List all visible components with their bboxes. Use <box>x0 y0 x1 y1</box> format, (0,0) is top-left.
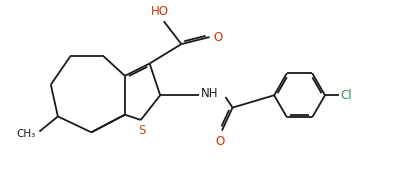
Text: Cl: Cl <box>341 89 353 102</box>
Text: O: O <box>213 30 222 44</box>
Text: S: S <box>138 124 145 137</box>
Text: HO: HO <box>151 5 169 18</box>
Text: O: O <box>216 135 225 148</box>
Text: CH₃: CH₃ <box>16 129 35 139</box>
Text: NH: NH <box>201 87 218 100</box>
